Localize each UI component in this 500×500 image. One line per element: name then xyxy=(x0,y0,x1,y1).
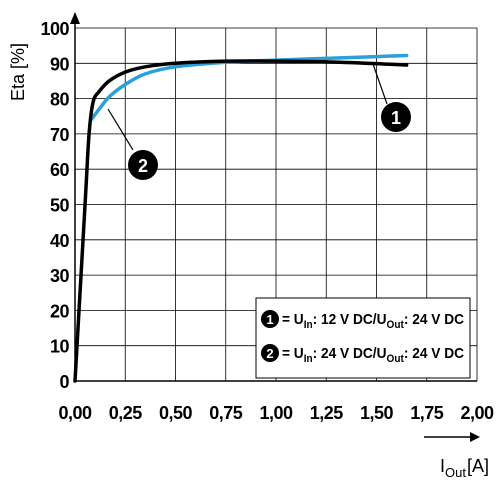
x-tick-label: 0,00 xyxy=(58,403,92,423)
legend-marker-2 xyxy=(261,344,279,362)
svg-text:1: 1 xyxy=(391,108,401,128)
series-1-line xyxy=(73,59,409,383)
y-axis-label: Eta [%] xyxy=(8,43,28,101)
marker-2: 2 xyxy=(107,108,158,180)
x-axis-label-sub: Out xyxy=(445,465,466,480)
marker-1: 1 xyxy=(372,63,411,132)
legend-entry-2: = UIn: 24 V DC/UOut: 24 V DC xyxy=(282,345,464,365)
legend-marker-num-1: 1 xyxy=(266,312,273,327)
svg-text:2: 2 xyxy=(138,156,148,176)
x-tick-label: 0,50 xyxy=(159,403,193,423)
legend-marker-num-2: 2 xyxy=(266,346,273,361)
x-tick-label: 1,25 xyxy=(310,403,344,423)
series-group xyxy=(73,53,409,383)
y-tick-label: 70 xyxy=(50,125,70,145)
y-tick-label: 90 xyxy=(50,54,70,74)
x-tick-label: 2,00 xyxy=(460,403,494,423)
x-tick-label: 0,25 xyxy=(109,403,143,423)
y-tick-label: 50 xyxy=(50,196,70,216)
x-axis-label: IOut[A] xyxy=(424,432,489,480)
x-tick-label: 1,00 xyxy=(259,403,293,423)
y-tick-label: 100 xyxy=(40,19,69,39)
y-tick-label: 60 xyxy=(50,160,70,180)
y-tick-label: 20 xyxy=(50,301,70,321)
x-tick-label: 1,75 xyxy=(410,403,444,423)
y-tick-label: 80 xyxy=(50,90,70,110)
x-axis-label-unit: [A] xyxy=(467,456,489,476)
y-axis-arrow xyxy=(70,12,80,24)
axes xyxy=(70,12,477,382)
tick-labels: 0,00 0,25 0,50 0,75 1,00 1,25 1,50 1,75 2,00 0 10 2… xyxy=(40,19,494,423)
series-2-line xyxy=(89,53,409,122)
legend-marker-1 xyxy=(261,310,279,328)
grid xyxy=(75,27,478,381)
y-tick-label: 0 xyxy=(59,372,69,392)
legend-entry-1: = UIn: 12 V DC/UOut: 24 V DC xyxy=(282,311,464,331)
x-axis-label-main: I xyxy=(440,456,445,476)
y-tick-label: 10 xyxy=(50,337,70,357)
x-tick-label: 1,50 xyxy=(360,403,394,423)
svg-text:IOut[A]: IOut[A] xyxy=(440,456,489,480)
x-tick-label: 0,75 xyxy=(209,403,243,423)
y-tick-label: 30 xyxy=(50,266,70,286)
y-tick-label: 40 xyxy=(50,231,70,251)
legend: 1 = UIn: 12 V DC/UOut: 24 V DC 2 = UIn: 24 … xyxy=(255,297,471,379)
